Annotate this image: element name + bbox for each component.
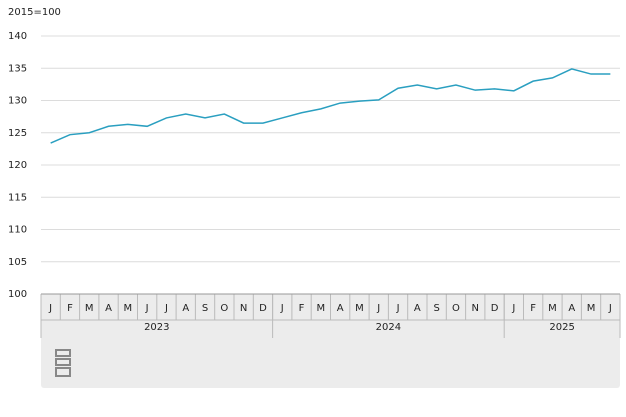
y-tick-label: 120	[8, 160, 27, 171]
x-tick-label: J	[511, 303, 515, 314]
x-tick-label: M	[124, 303, 133, 314]
y-tick-label: 130	[8, 96, 27, 107]
x-tick-label: J	[376, 303, 380, 314]
y-tick-label: 115	[8, 192, 27, 203]
y-tick-label: 105	[8, 257, 27, 268]
x-tick-label: S	[202, 303, 208, 314]
x-tick-label: M	[355, 303, 364, 314]
x-tick-label: J	[48, 303, 52, 314]
y-tick-label: 100	[8, 289, 27, 300]
x-tick-label: N	[240, 303, 247, 314]
x-tick-label: F	[530, 303, 536, 314]
x-tick-label: J	[164, 303, 168, 314]
x-tick-label: A	[337, 303, 344, 314]
y-tick-label: 140	[8, 31, 27, 42]
x-tick-label: O	[220, 303, 228, 314]
x-tick-label: M	[317, 303, 326, 314]
group-label: 2024	[376, 322, 401, 333]
x-tick-label: J	[145, 303, 149, 314]
x-tick-label: N	[472, 303, 479, 314]
x-tick-label: F	[299, 303, 305, 314]
x-tick-label: A	[414, 303, 421, 314]
group-label: 2023	[144, 322, 169, 333]
y-tick-label: 110	[8, 225, 27, 236]
axis-panel	[41, 294, 620, 388]
y-tick-label: 135	[8, 63, 27, 74]
x-tick-label: A	[568, 303, 575, 314]
x-tick-label: M	[85, 303, 94, 314]
x-tick-label: S	[433, 303, 439, 314]
x-tick-label: F	[67, 303, 73, 314]
x-tick-label: M	[548, 303, 557, 314]
x-tick-label: J	[608, 303, 612, 314]
data-line	[50, 68, 611, 144]
logo	[55, 349, 71, 377]
y-tick-label: 125	[8, 128, 27, 139]
x-tick-label: A	[182, 303, 189, 314]
y-axis-label: 2015=100	[8, 7, 61, 18]
group-label: 2025	[549, 322, 574, 333]
x-tick-label: J	[396, 303, 400, 314]
x-tick-label: M	[587, 303, 596, 314]
x-tick-label: A	[105, 303, 112, 314]
x-tick-label: D	[491, 303, 499, 314]
x-tick-label: J	[280, 303, 284, 314]
x-tick-label: D	[259, 303, 267, 314]
x-tick-label: O	[452, 303, 460, 314]
